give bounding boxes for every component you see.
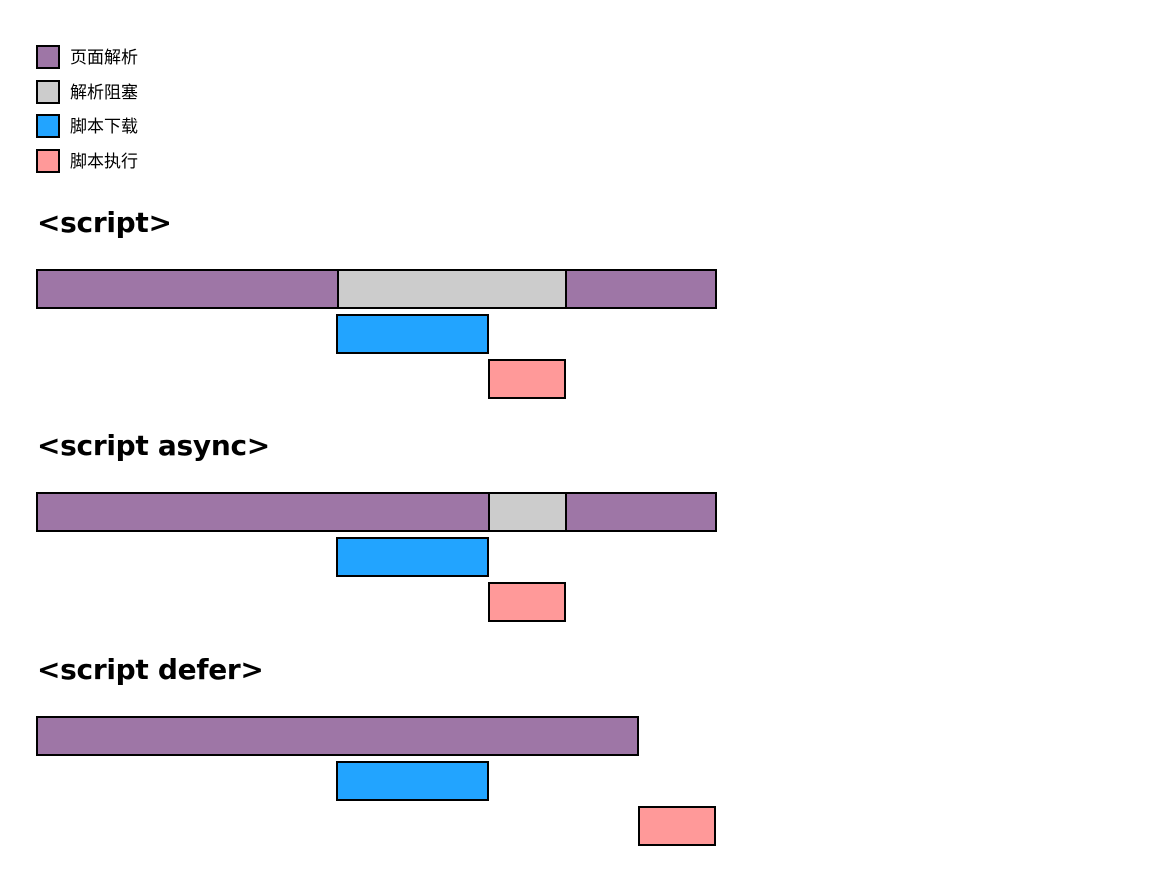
script-block-bar xyxy=(337,269,567,309)
defer-execute-bar xyxy=(638,806,716,846)
legend-label-parse: 页面解析 xyxy=(70,48,138,68)
async-download-bar xyxy=(336,537,489,577)
legend-label-download: 脚本下载 xyxy=(70,117,138,137)
async-parse-bar-2 xyxy=(565,492,717,532)
legend-swatch-download xyxy=(36,114,60,138)
legend-swatch-block xyxy=(36,79,60,104)
section-title-script: <script> xyxy=(37,206,172,239)
async-parse-bar-1 xyxy=(36,492,490,532)
legend-swatch-execute xyxy=(36,148,60,173)
legend-label-execute: 脚本执行 xyxy=(70,151,138,172)
legend-label-block: 解析阻塞 xyxy=(70,82,138,103)
script-download-bar xyxy=(336,314,489,354)
script-parse-bar-2 xyxy=(565,269,717,309)
defer-download-bar xyxy=(336,761,489,801)
defer-parse-bar xyxy=(36,716,639,756)
async-execute-bar xyxy=(488,582,566,622)
script-parse-bar-1 xyxy=(36,269,339,309)
script-execute-bar xyxy=(488,359,566,399)
section-title-script-async: <script async> xyxy=(37,429,270,462)
legend-swatch-parse xyxy=(36,45,60,69)
async-block-bar xyxy=(488,492,567,532)
section-title-script-defer: <script defer> xyxy=(37,653,264,686)
